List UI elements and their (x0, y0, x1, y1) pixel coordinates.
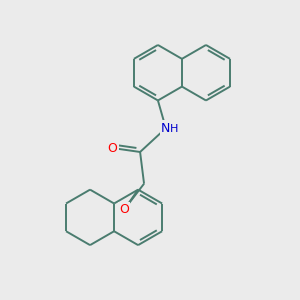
Text: H: H (169, 124, 178, 134)
Text: N: N (161, 122, 170, 135)
Text: O: O (107, 142, 117, 154)
Text: O: O (119, 203, 129, 216)
